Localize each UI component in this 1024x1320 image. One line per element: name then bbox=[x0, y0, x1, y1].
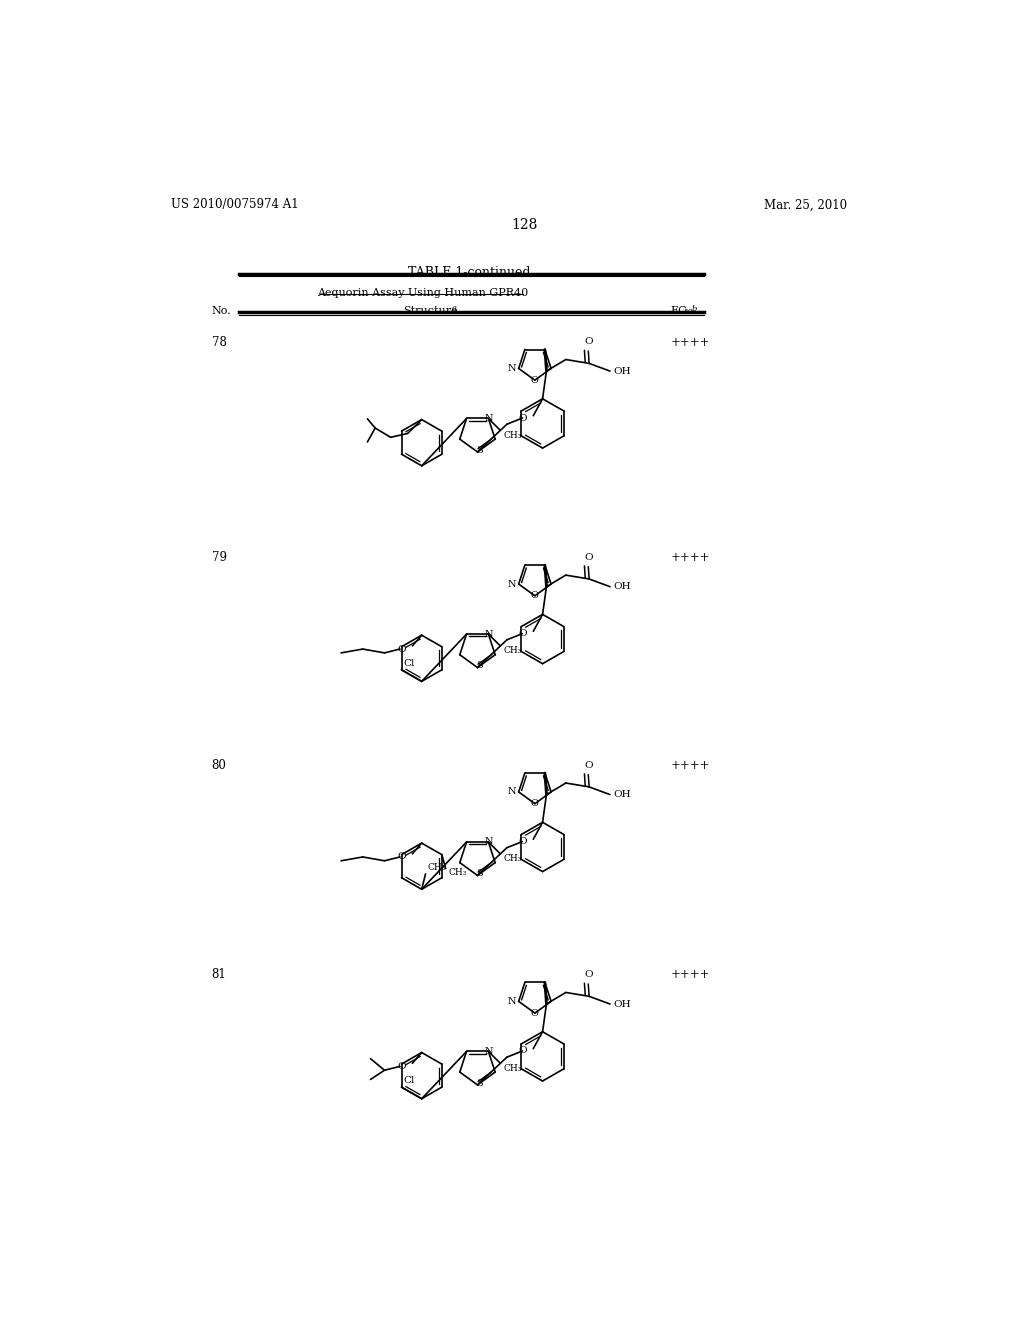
Text: O: O bbox=[397, 1061, 407, 1071]
Text: OH: OH bbox=[613, 367, 632, 376]
Text: O: O bbox=[530, 799, 539, 808]
Text: a: a bbox=[452, 304, 457, 312]
Text: O: O bbox=[530, 1008, 539, 1018]
Text: O: O bbox=[530, 591, 539, 601]
Text: Cl: Cl bbox=[403, 1076, 416, 1085]
Text: S: S bbox=[475, 446, 482, 455]
Text: ++++: ++++ bbox=[671, 969, 710, 982]
Text: TABLE 1-continued: TABLE 1-continued bbox=[408, 267, 530, 280]
Text: 81: 81 bbox=[212, 969, 226, 982]
Text: EC: EC bbox=[671, 306, 687, 317]
Text: CH₃: CH₃ bbox=[504, 854, 522, 863]
Text: Aequorin Assay Using Human GPR40: Aequorin Assay Using Human GPR40 bbox=[316, 288, 528, 298]
Text: O: O bbox=[518, 1047, 527, 1056]
Text: N: N bbox=[508, 579, 516, 589]
Text: CH₃: CH₃ bbox=[504, 430, 522, 440]
Text: OH: OH bbox=[613, 791, 632, 799]
Text: ++++: ++++ bbox=[671, 552, 710, 564]
Text: O: O bbox=[585, 553, 593, 562]
Text: 78: 78 bbox=[212, 335, 226, 348]
Text: N: N bbox=[484, 837, 493, 846]
Text: S: S bbox=[475, 870, 482, 878]
Text: ++++: ++++ bbox=[671, 335, 710, 348]
Text: CH₃: CH₃ bbox=[428, 863, 446, 873]
Text: Structure: Structure bbox=[402, 306, 458, 317]
Text: S: S bbox=[475, 661, 482, 671]
Text: N: N bbox=[508, 788, 516, 796]
Text: OH: OH bbox=[613, 999, 632, 1008]
Text: 79: 79 bbox=[212, 552, 226, 564]
Text: N: N bbox=[508, 997, 516, 1006]
Text: O: O bbox=[397, 644, 407, 653]
Text: O: O bbox=[585, 970, 593, 979]
Text: Cl: Cl bbox=[403, 659, 416, 668]
Text: No.: No. bbox=[212, 306, 231, 317]
Text: O: O bbox=[518, 630, 527, 638]
Text: O: O bbox=[585, 760, 593, 770]
Text: O: O bbox=[530, 376, 539, 384]
Text: N: N bbox=[484, 1047, 493, 1056]
Text: O: O bbox=[518, 837, 527, 846]
Text: S: S bbox=[475, 1078, 482, 1088]
Text: CH₃: CH₃ bbox=[449, 869, 466, 878]
Text: Mar. 25, 2010: Mar. 25, 2010 bbox=[764, 198, 847, 211]
Text: N: N bbox=[508, 364, 516, 374]
Text: 80: 80 bbox=[212, 759, 226, 772]
Text: N: N bbox=[484, 414, 493, 422]
Text: O: O bbox=[397, 853, 407, 862]
Text: O: O bbox=[585, 338, 593, 346]
Text: CH₃: CH₃ bbox=[504, 1064, 522, 1073]
Text: 128: 128 bbox=[512, 218, 538, 232]
Text: CH₃: CH₃ bbox=[504, 647, 522, 656]
Text: O: O bbox=[518, 413, 527, 422]
Text: b: b bbox=[691, 305, 696, 313]
Text: 50: 50 bbox=[683, 308, 692, 315]
Text: ++++: ++++ bbox=[671, 759, 710, 772]
Text: N: N bbox=[484, 630, 493, 639]
Text: OH: OH bbox=[613, 582, 632, 591]
Text: US 2010/0075974 A1: US 2010/0075974 A1 bbox=[171, 198, 298, 211]
